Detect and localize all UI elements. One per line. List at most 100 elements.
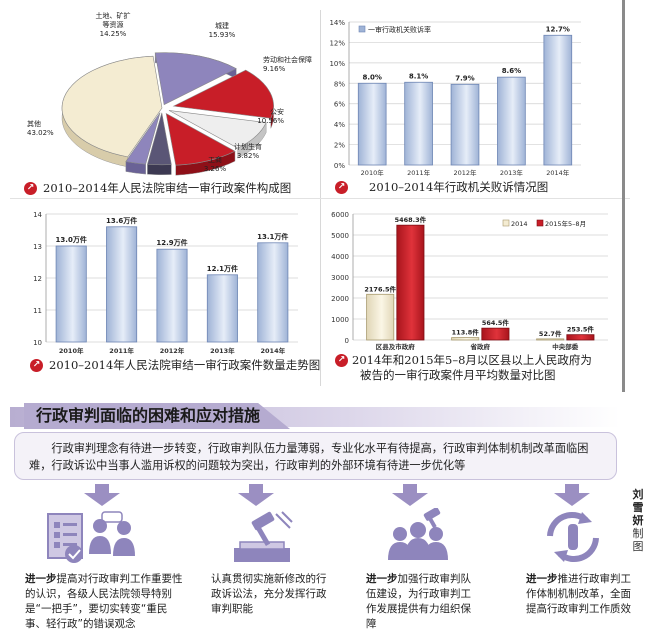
credit-name: 刘雪妍 <box>632 488 644 527</box>
x-tick-label: 省政府 <box>470 342 491 350</box>
y-tick-label: 14 <box>33 211 42 219</box>
bar <box>481 327 510 341</box>
bar-value-label: 5468.3件 <box>395 215 427 224</box>
legend-label: 2015年5–8月 <box>545 219 586 228</box>
down-arrow-icon <box>554 484 590 506</box>
caption-arrow-icon: ↗ <box>24 182 37 195</box>
measure-2: 认真贯彻实施新修改的行政诉讼法，充分发挥行政审判职能 <box>211 572 331 617</box>
intro-box: 行政审判理念有待进一步转变，行政审判队伍力量薄弱，专业化水平有待提高，行政审判体… <box>14 432 617 480</box>
y-tick-label: 1000 <box>331 316 349 324</box>
pie-label-name: 公安 <box>270 107 284 116</box>
intro-text: 行政审判理念有待进一步转变，行政审判队伍力量薄弱，专业化水平有待提高，行政审判体… <box>29 442 589 472</box>
bar <box>543 34 573 166</box>
monthly-avg-caption-line1: 2014年和2015年5–8月以区县以上人民政府为 <box>352 353 592 367</box>
bar <box>450 83 480 166</box>
bar <box>55 245 87 343</box>
case-trend-caption: 2010–2014年人民法院审结一审行政案件数量走势图 <box>49 358 321 372</box>
pie-label-name: 城建 <box>215 21 229 30</box>
measure-3-lead: 进一步 <box>366 573 398 585</box>
measure-4-text: 推进行政审判工作体制机制改革，全面提高行政审判工作质效 <box>526 573 631 615</box>
loss-rate-caption: 2010–2014年行政机关败诉情况图 <box>369 180 549 194</box>
bar <box>396 224 425 341</box>
pie-slice <box>165 112 236 166</box>
y-tick-label: 12% <box>329 39 345 47</box>
bar-value-label: 12.9万件 <box>156 238 187 247</box>
pie-slice <box>147 112 172 166</box>
y-tick-label: 0 <box>345 337 349 345</box>
loss-rate-chart: 0% 2% 4% 6% 8% 10% 12% 14% 8.0% 2010年 8.1% 2011年 7.9… <box>329 19 581 177</box>
pie-label-name: 计划生育 <box>234 142 262 151</box>
x-tick-label: 2011年 <box>109 346 134 355</box>
down-arrow-icon <box>238 484 274 506</box>
y-tick-label: 6000 <box>331 211 349 219</box>
bar-value-label: 12.1万件 <box>207 264 238 273</box>
page-edge-bar <box>622 0 625 392</box>
x-tick-label: 2013年 <box>500 168 524 177</box>
bar-value-label: 52.7件 <box>539 329 562 338</box>
caption-arrow-icon: ↗ <box>335 354 348 367</box>
y-tick-label: 12 <box>33 275 42 283</box>
y-tick-label: 10% <box>329 60 345 68</box>
pie-label-value: 3.82% <box>237 152 260 160</box>
caption-arrow-icon: ↗ <box>335 181 348 194</box>
measure-1: 进一步提高对行政审判工作重要性的认识，各级人民法院领导特别是“一把手”，要切实转… <box>25 572 183 632</box>
pie-label-name: 劳动和社会保障 <box>263 55 312 64</box>
gavel-book-icon <box>234 511 293 562</box>
pie-slice <box>168 110 267 149</box>
pie-label-name: 工商 <box>208 155 222 164</box>
bar <box>106 226 138 343</box>
pie-label-name: 等资源 <box>103 20 124 29</box>
bar-value-label: 113.8件 <box>452 328 480 337</box>
x-tick-label: 2010年 <box>361 168 385 177</box>
pie-label-name: 其他 <box>27 119 41 128</box>
document-checklist-icon <box>47 511 135 563</box>
x-tick-label: 2012年 <box>453 168 477 177</box>
bar-value-label: 8.6% <box>502 67 521 75</box>
pie-slice <box>61 55 163 158</box>
x-tick-label: 中央部委 <box>552 342 579 350</box>
y-tick-label: 3000 <box>331 274 349 282</box>
pie-label-value: 10.56% <box>257 117 284 125</box>
y-tick-label: 2% <box>334 142 345 150</box>
bar <box>497 76 526 166</box>
y-tick-label: 14% <box>329 19 345 27</box>
monthly-avg-panel: 0 1000 2000 3000 4000 5000 6000 2176.5件 5468.3件区… <box>325 202 620 388</box>
bar-value-label: 253.5件 <box>567 325 595 334</box>
pie-chart-panel: 城建 15.93% 劳动和社会保障 9.16% 公安 10.56% 计划生育 3.82% 工商 3… <box>10 10 315 196</box>
monthly-avg-chart: 0 1000 2000 3000 4000 5000 6000 2176.5件 5468.3件区… <box>331 211 608 350</box>
measure-3-text: 加强行政审判队伍建设，为行政审判工作发展提供有力组织保障 <box>366 573 471 630</box>
y-tick-label: 2000 <box>331 295 349 303</box>
x-tick-label: 2010年 <box>59 346 84 355</box>
x-tick-label: 区县及市政府 <box>376 342 416 350</box>
section-banner: 行政审判面临的困难和应对措施 <box>10 401 620 431</box>
gear-cycle-icon <box>547 511 599 563</box>
bar-value-label: 564.5件 <box>482 318 510 327</box>
case-trend-chart: 10 11 12 13 14 13.0万件 2010年 13.6万件 2011年 12.9万件 20… <box>33 211 298 355</box>
bar <box>566 334 595 341</box>
measure-2-text: 认真贯彻实施新修改的行政诉讼法，充分发挥行政审判职能 <box>211 573 327 615</box>
section-title: 行政审判面临的困难和应对措施 <box>36 406 261 425</box>
y-tick-label: 11 <box>33 307 42 315</box>
bar <box>257 242 289 343</box>
measure-1-lead: 进一步 <box>25 573 57 585</box>
bar <box>156 248 188 343</box>
x-tick-label: 2014年 <box>261 346 286 355</box>
bar-value-label: 13.6万件 <box>106 216 137 225</box>
caption-arrow-icon: ↗ <box>30 359 43 372</box>
pie-slice <box>125 112 161 165</box>
bar <box>404 81 433 166</box>
case-trend-panel: 10 11 12 13 14 13.0万件 2010年 13.6万件 2011年 12.9万件 20… <box>10 202 320 388</box>
legend-label: 一审行政机关败诉率 <box>368 25 431 34</box>
measure-4-lead: 进一步 <box>526 573 558 585</box>
credit-role: 制图 <box>632 527 644 553</box>
pie-label-value: 14.25% <box>100 30 127 38</box>
pie-slice <box>172 69 274 119</box>
pie-label-value: 43.02% <box>27 129 54 137</box>
x-tick-label: 2012年 <box>160 346 185 355</box>
bar <box>206 274 238 343</box>
divider-horizontal <box>10 198 630 199</box>
y-tick-label: 10 <box>33 339 42 347</box>
bar <box>536 338 565 341</box>
pie-label-value: 15.93% <box>209 31 236 39</box>
y-tick-label: 5000 <box>331 232 349 240</box>
